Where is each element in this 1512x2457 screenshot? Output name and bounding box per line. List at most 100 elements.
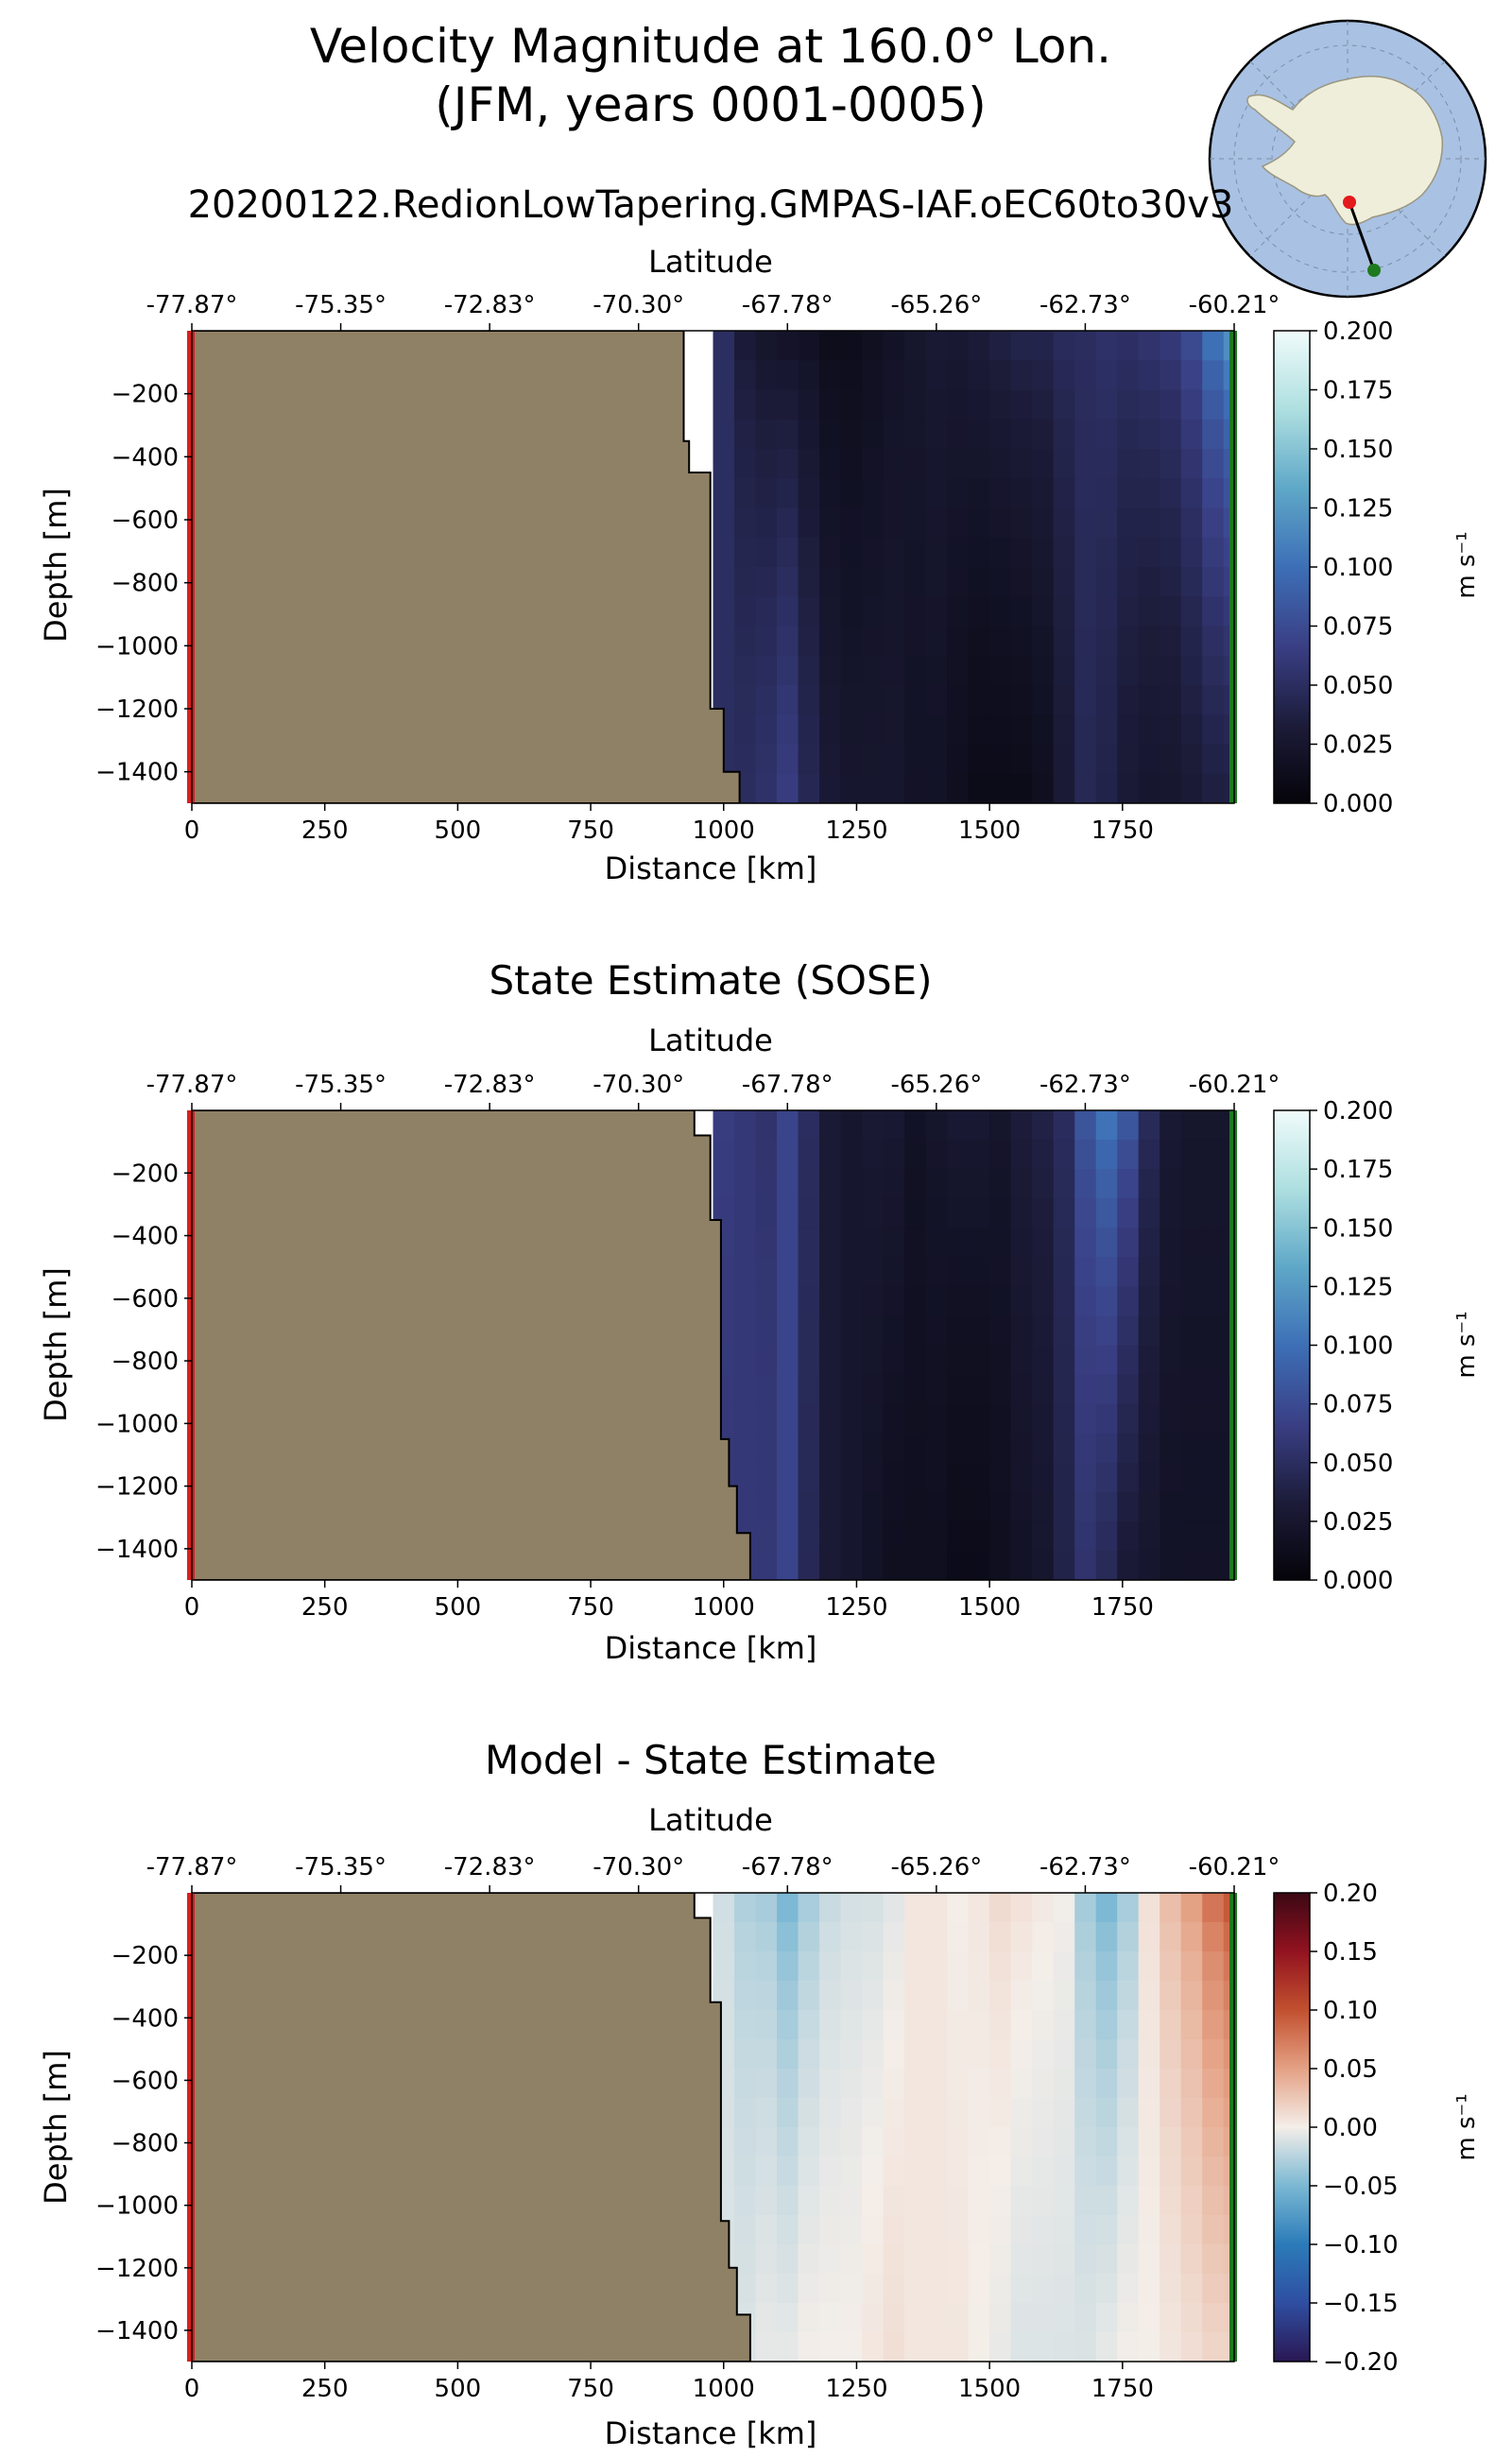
field-cell [1160,537,1182,568]
field-cell [904,537,927,568]
field-cell [1160,360,1182,391]
field-cell [862,1491,885,1522]
field-cell [840,1286,863,1317]
panel-1: 20200122.RedionLowTapering.GMPAS-IAF.oEC… [38,183,1481,886]
lat-tick-label: -60.21° [1189,1071,1280,1099]
field-cell [819,1169,842,1199]
field-cell [1095,1286,1118,1317]
field-cell [1160,1140,1182,1170]
field-cell [947,1433,970,1464]
field-cell [1117,478,1140,509]
field-cell [925,1228,948,1259]
y-tick-label: −1200 [95,2255,179,2283]
field-cell [1117,1922,1140,1952]
field-cell [904,1257,927,1288]
colorbar-tick-label: 0.175 [1323,377,1393,405]
field-cell [1160,2215,1182,2245]
y-tick-label: −1400 [95,2317,179,2345]
field-cell [1117,1198,1140,1229]
lat-tick-label: -77.87° [146,1071,238,1099]
field-cell [968,2274,990,2304]
field-cell [1160,744,1182,775]
field-cell [883,1110,905,1141]
field-cell [1010,331,1033,361]
field-cell [989,1374,1012,1405]
field-cell [1180,1491,1203,1522]
field-cell [1095,2039,1118,2070]
lat-tick-label: -60.21° [1189,1853,1280,1881]
lat-tick-label: -65.26° [890,291,982,319]
field-cell [1032,1110,1055,1141]
field-cell [925,419,948,450]
field-cell [713,1110,735,1141]
field-cell [1074,1257,1097,1288]
colorbar-tick-label: 0.050 [1323,672,1393,700]
field-cell [840,389,863,421]
field-cell [1095,1110,1118,1141]
field-cell [1095,2156,1118,2187]
field-cell [968,1198,990,1229]
field-cell [968,773,990,803]
panel-3-ylabel: Depth [m] [38,2050,74,2205]
field-cell [1032,2156,1055,2187]
field-cell [798,2127,820,2157]
field-cell [777,449,799,479]
field-cell [1032,1550,1055,1580]
field-cell [883,1286,905,1317]
field-cell [798,1315,820,1347]
field-cell [947,389,970,421]
field-cell [947,2186,970,2216]
field-cell [1138,419,1160,450]
colorbar-tick-label: 0.10 [1323,1997,1378,2025]
field-cell [925,685,948,715]
field-cell [883,1374,905,1405]
field-cell [904,744,927,775]
lat-tick-label: -75.35° [295,291,387,319]
field-cell [1202,1922,1225,1952]
field-cell [947,2156,970,2187]
lat-tick-label: -70.30° [593,291,684,319]
field-cell [819,360,842,391]
field-cell [777,1521,799,1552]
field-cell [1138,2098,1160,2128]
field-cell [713,389,735,421]
field-cell [1074,744,1097,775]
field-cell [1095,714,1118,746]
field-cell [947,2127,970,2157]
field-cell [1180,1286,1203,1317]
field-cell [755,1228,778,1259]
field-cell [904,1286,927,1317]
field-cell [1053,449,1075,479]
field-cell [1117,2332,1140,2362]
field-cell [1223,478,1234,509]
field-cell [798,419,820,450]
field-cell [883,1198,905,1229]
field-cell [947,1403,970,1435]
y-tick-label: −200 [112,1942,179,1970]
field-cell [819,2098,842,2128]
field-cell [862,1433,885,1464]
field-cell [989,655,1012,686]
field-cell [904,1403,927,1435]
y-tick-label: −600 [112,2067,179,2095]
field-cell [755,2039,778,2070]
field-cell [1202,389,1225,421]
field-cell [1032,389,1055,421]
field-cell [1095,449,1118,479]
field-cell [1095,2098,1118,2128]
field-cell [1223,1403,1234,1435]
field-cell [1160,2332,1182,2362]
field-cell [819,567,842,597]
field-cell [1053,714,1075,746]
field-cell [968,596,990,627]
field-cell [904,360,927,391]
field-cell [883,1491,905,1522]
field-cell [1032,537,1055,568]
field-cell [734,1140,757,1170]
field-cell [1095,331,1118,361]
lat-tick-label: -72.83° [444,1071,536,1099]
field-cell [840,1951,863,1982]
field-cell [1074,1228,1097,1259]
field-cell [840,2156,863,2187]
field-cell [798,1228,820,1259]
